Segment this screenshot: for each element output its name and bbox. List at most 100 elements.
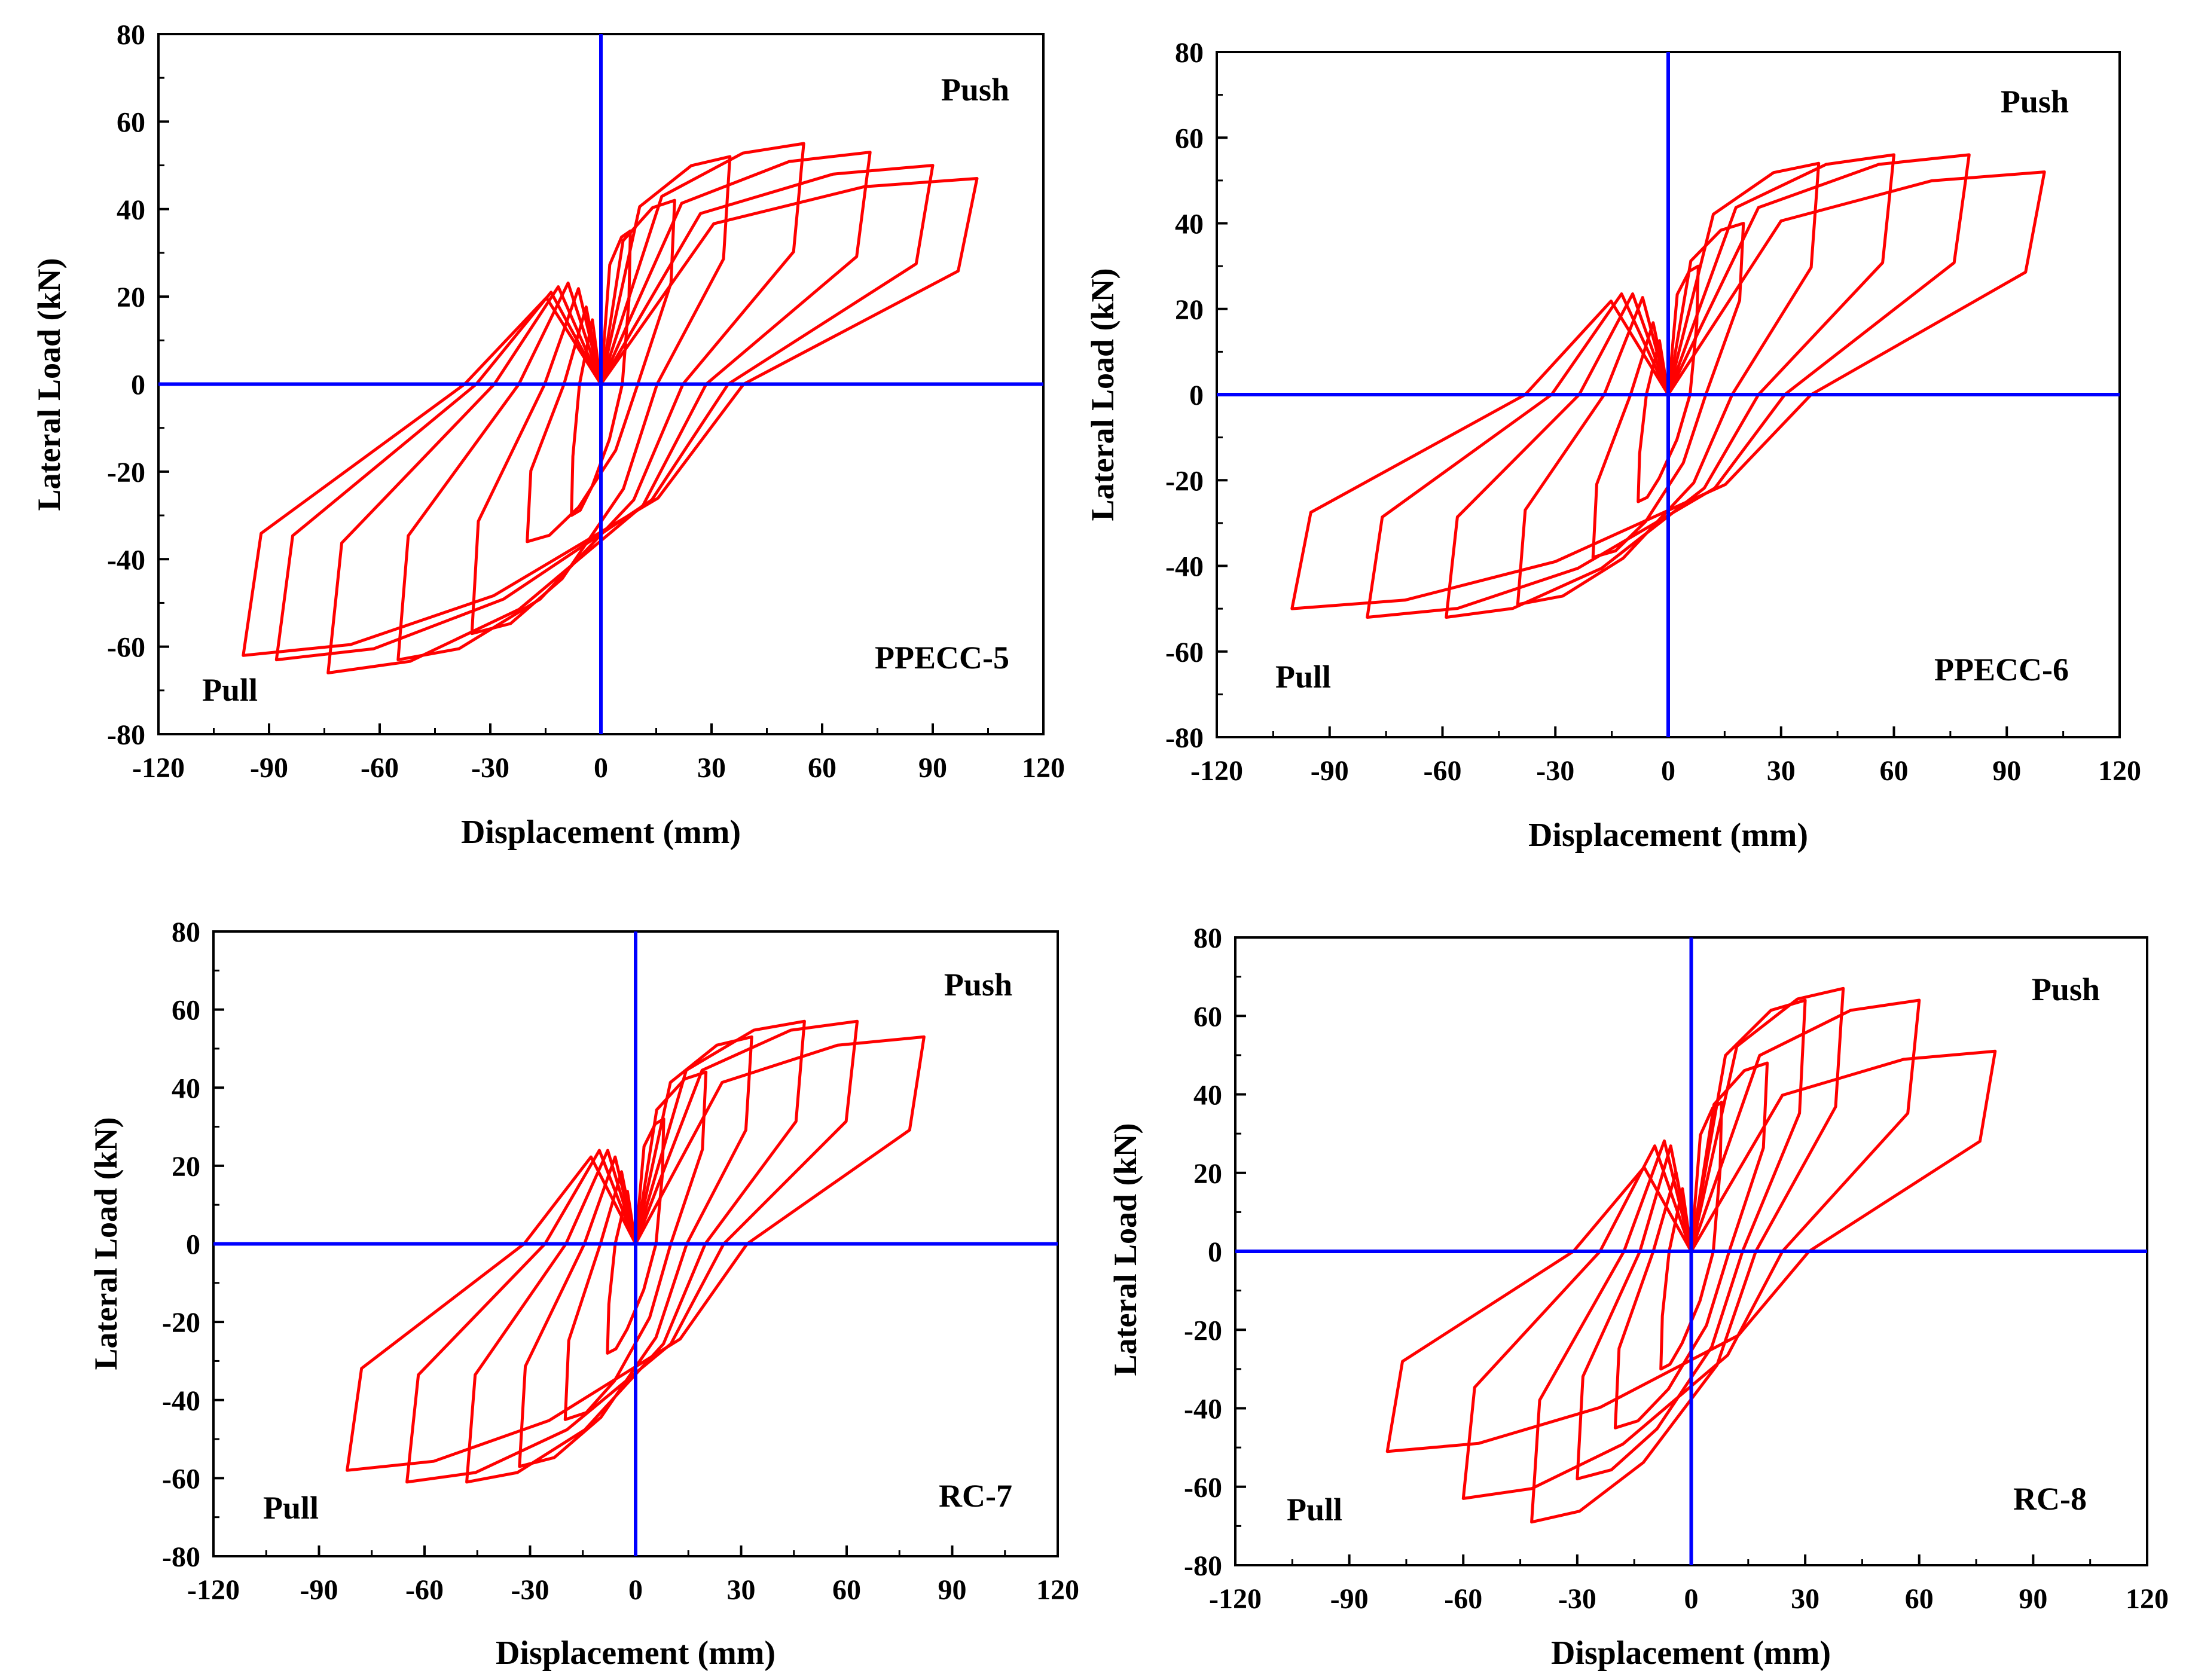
x-tick-label: -90: [1330, 1583, 1369, 1615]
x-tick-label: -90: [1311, 755, 1349, 787]
y-tick-label: 20: [1175, 294, 1204, 326]
y-tick-label: 80: [1175, 37, 1204, 69]
x-tick-label: -90: [250, 752, 288, 784]
x-tick-label: 30: [727, 1574, 756, 1606]
hysteresis-loop-5: [1366, 153, 1971, 619]
y-tick-label: 60: [1175, 123, 1204, 154]
x-tick-label: -60: [405, 1574, 444, 1606]
y-tick-label: 80: [1193, 923, 1222, 954]
x-tick-label: -120: [1190, 755, 1243, 787]
panel-rc8: Lateral Load (kN) Displacement (mm) Push…: [1107, 923, 2169, 1672]
y-tick-label: 0: [131, 369, 145, 401]
y-axis-title: Lateral Load (kN): [1085, 268, 1121, 521]
x-tick-label: -60: [1444, 1583, 1482, 1615]
y-tick-label: -20: [1165, 465, 1204, 497]
y-tick-label: -40: [162, 1385, 200, 1417]
hysteresis-loop-4: [1530, 986, 1845, 1524]
y-axis-title: Lateral Load (kN): [31, 258, 67, 511]
x-tick-label: 120: [1036, 1574, 1079, 1606]
panel-ppecc5: Lateral Load (kN) Displacement (mm) Push…: [31, 19, 1065, 851]
y-tick-label: 40: [1175, 209, 1204, 240]
hysteresis-loop-6: [1290, 170, 2046, 610]
push-label: Push: [2001, 84, 2069, 120]
x-tick-label: -30: [471, 752, 509, 784]
x-tick-label: 0: [1661, 755, 1675, 787]
y-tick-label: -80: [107, 719, 145, 751]
hysteresis-loop-5: [405, 1019, 859, 1484]
y-tick-label: 60: [117, 106, 145, 138]
panel-rc7: Lateral Load (kN) Displacement (mm) Push…: [88, 917, 1079, 1672]
x-tick-label: -120: [1209, 1583, 1262, 1615]
hysteresis-loop-3: [1576, 998, 1807, 1481]
hysteresis-loop-2: [1613, 1061, 1769, 1429]
hysteresis-loop-2: [1591, 222, 1745, 559]
y-tick-label: 0: [1189, 380, 1204, 411]
y-axis-title: Lateral Load (kN): [88, 1117, 124, 1370]
hysteresis-loop-7: [242, 177, 979, 657]
hysteresis-loop-4: [1445, 153, 1895, 619]
y-tick-label: -40: [1165, 551, 1204, 583]
y-tick-label: -60: [1165, 637, 1204, 668]
x-tick-label: -90: [300, 1574, 338, 1606]
y-tick-label: 40: [172, 1073, 200, 1104]
x-tick-label: -30: [511, 1574, 549, 1606]
hysteresis-loop-6: [274, 164, 935, 662]
specimen-label: RC-7: [939, 1478, 1012, 1514]
x-axis-title: Displacement (mm): [1528, 817, 1808, 854]
y-tick-label: -80: [162, 1541, 200, 1573]
x-tick-label: 90: [918, 752, 947, 784]
push-label: Push: [941, 72, 1009, 108]
hysteresis-loop-3: [470, 155, 732, 636]
y-tick-label: -60: [162, 1463, 200, 1495]
y-tick-label: -60: [1184, 1472, 1222, 1504]
hysteresis-loop-2: [563, 1070, 708, 1421]
hysteresis-loop-4: [396, 142, 805, 662]
y-tick-label: 20: [1193, 1158, 1222, 1190]
x-axis-title: Displacement (mm): [1551, 1635, 1831, 1672]
x-tick-label: 60: [1880, 755, 1909, 787]
y-tick-label: -20: [107, 457, 145, 488]
x-tick-label: -120: [187, 1574, 240, 1606]
hysteresis-loop-5: [326, 151, 872, 674]
specimen-label: PPECC-5: [875, 640, 1009, 676]
y-tick-label: -80: [1165, 722, 1204, 754]
y-tick-label: 40: [117, 194, 145, 226]
push-label: Push: [2032, 972, 2100, 1007]
x-tick-label: 90: [2019, 1583, 2047, 1615]
x-tick-label: 90: [1992, 755, 2021, 787]
y-axis-title: Lateral Load (kN): [1107, 1123, 1143, 1376]
y-tick-label: 0: [1208, 1236, 1222, 1268]
y-tick-label: -40: [1184, 1394, 1222, 1425]
x-tick-label: 120: [1022, 752, 1065, 784]
pull-label: Pull: [202, 672, 258, 708]
panel-ppecc6: Lateral Load (kN) Displacement (mm) Push…: [1085, 37, 2141, 854]
y-tick-label: -60: [107, 632, 145, 664]
push-label: Push: [944, 967, 1012, 1003]
x-tick-label: -30: [1558, 1583, 1596, 1615]
y-tick-label: 40: [1193, 1080, 1222, 1111]
specimen-label: PPECC-6: [1934, 652, 2069, 688]
hysteresis-loop-2: [526, 198, 676, 543]
x-tick-label: -30: [1536, 755, 1574, 787]
y-tick-label: 60: [1193, 1001, 1222, 1033]
x-tick-label: 0: [1684, 1583, 1699, 1615]
hysteresis-loop-6: [1385, 1049, 1997, 1453]
x-tick-label: -120: [132, 752, 185, 784]
y-tick-label: 60: [172, 995, 200, 1027]
y-tick-label: -20: [1184, 1315, 1222, 1346]
x-tick-label: 30: [1791, 1583, 1819, 1615]
x-tick-label: 120: [2126, 1583, 2169, 1615]
y-tick-label: -40: [107, 544, 145, 576]
pull-label: Pull: [1287, 1492, 1342, 1528]
x-tick-label: 60: [808, 752, 836, 784]
hysteresis-loop-6: [346, 1035, 926, 1472]
x-tick-label: 30: [1767, 755, 1796, 787]
pull-label: Pull: [1275, 659, 1331, 695]
x-tick-label: -60: [361, 752, 399, 784]
y-tick-label: 0: [186, 1229, 200, 1261]
hysteresis-loop-5: [1461, 998, 1921, 1500]
hysteresis-loop-4: [465, 1019, 806, 1484]
x-tick-label: 60: [1905, 1583, 1934, 1615]
y-tick-label: 80: [172, 917, 200, 948]
